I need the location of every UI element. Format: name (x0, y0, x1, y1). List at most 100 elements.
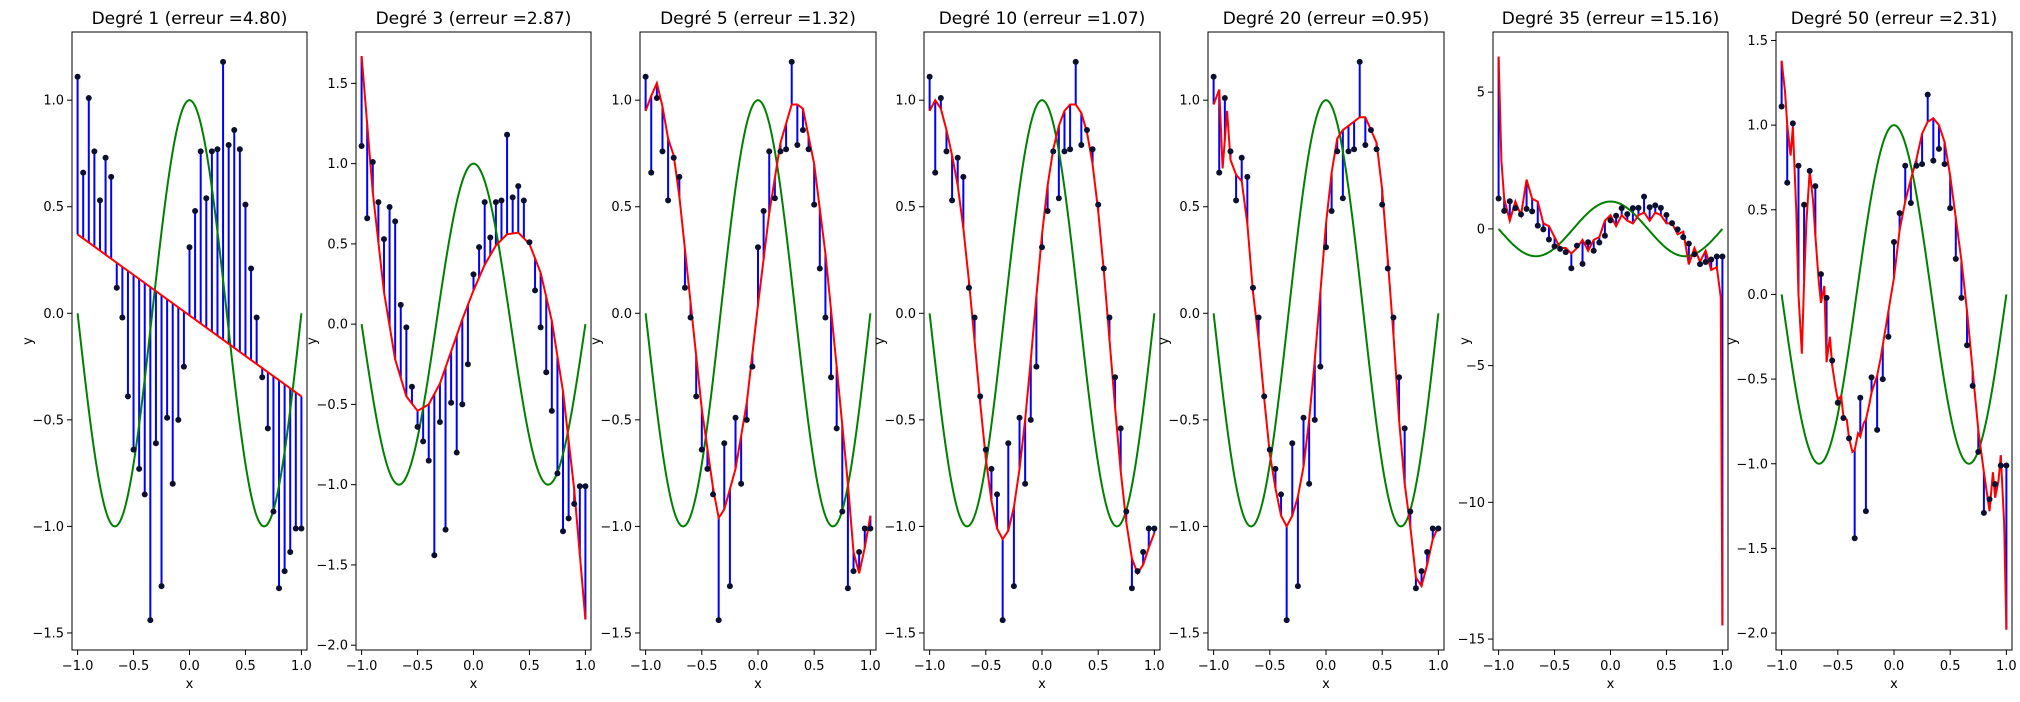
x-axis-label: x (186, 677, 194, 692)
data-point (1534, 222, 1541, 229)
data-point (687, 314, 694, 321)
data-point (1495, 195, 1502, 202)
x-tick-label: −1.0 (62, 659, 94, 674)
x-tick-label: 1.0 (1144, 659, 1165, 674)
data-point (1345, 148, 1352, 155)
data-point (1969, 382, 1976, 389)
data-point (85, 95, 92, 102)
data-point (1540, 226, 1547, 233)
data-point (96, 197, 103, 204)
y-tick-label: −1.0 (32, 520, 64, 535)
data-point (1924, 91, 1931, 98)
data-point (1151, 525, 1158, 532)
y-tick-label: −0.5 (316, 398, 348, 413)
data-point (1379, 201, 1386, 208)
data-point (1885, 333, 1892, 340)
fitted-polynomial-curve (77, 233, 302, 398)
data-point (659, 148, 666, 155)
x-axis-label: x (754, 677, 762, 692)
x-tick-label: 0.5 (235, 659, 256, 674)
subplot-title: Degré 1 (erreur =4.80) (92, 9, 288, 29)
data-point (805, 146, 812, 153)
data-point (1334, 148, 1341, 155)
fitted-polynomial-curve (928, 98, 1156, 576)
subplot-degree-1: Degré 1 (erreur =4.80) −1.0 −0.5 0.0 0.5 1.0 1… (21, 9, 312, 692)
x-axis-label: x (1322, 677, 1330, 692)
y-axis-label: y (589, 337, 604, 345)
data-point (1140, 548, 1147, 555)
data-point (192, 208, 199, 215)
data-point (459, 401, 466, 408)
data-point (453, 449, 460, 456)
y-tick-label: −5 (1466, 359, 1485, 374)
data-point (960, 173, 967, 180)
data-point (1027, 416, 1034, 423)
data-point (560, 528, 567, 535)
y-tick-label: 1.5 (1747, 34, 1768, 49)
data-point (1134, 568, 1141, 575)
data-point (1601, 232, 1608, 239)
y-tick-label: −1.5 (884, 626, 916, 641)
x-tick-label: 1.0 (860, 659, 881, 674)
y-tick-label: 1.0 (1179, 94, 1200, 109)
data-point (147, 617, 154, 624)
y-tick-label: 1.5 (327, 77, 348, 92)
x-tick-label: −0.5 (1539, 659, 1571, 674)
data-point (1891, 238, 1897, 245)
data-point (698, 446, 705, 453)
y-tick-label: 0.5 (611, 200, 632, 215)
data-point (403, 324, 410, 331)
data-point (1562, 249, 1569, 256)
y-tick-label: −1.5 (1168, 626, 1200, 641)
y-axis-label: y (1157, 337, 1172, 345)
data-point (788, 58, 795, 65)
data-point (771, 195, 778, 202)
data-point (1306, 480, 1313, 487)
data-point (186, 244, 193, 251)
data-point (287, 548, 294, 555)
y-tick-label: −1.0 (600, 520, 632, 535)
data-point (1145, 525, 1152, 532)
data-point (169, 480, 176, 487)
data-point (1801, 201, 1808, 208)
data-point (1055, 195, 1062, 202)
data-point (1390, 314, 1397, 321)
data-point (1817, 271, 1824, 278)
data-point (755, 244, 761, 251)
data-point (1044, 208, 1051, 215)
data-point (1596, 239, 1603, 246)
data-point (225, 141, 232, 148)
plot-area (358, 55, 589, 620)
data-point (1362, 141, 1369, 148)
y-tick-label: −0.5 (1736, 373, 1768, 388)
axes-frame (639, 31, 877, 651)
fitted-polynomial-curve (360, 55, 587, 620)
data-point (253, 314, 260, 321)
x-tick-label: 0.5 (1656, 659, 1677, 674)
data-point (509, 194, 516, 201)
data-point (844, 585, 851, 592)
y-tick-label: 0.5 (895, 200, 916, 215)
data-point (1311, 416, 1318, 423)
data-point (1691, 251, 1698, 258)
data-point (994, 491, 1001, 498)
data-point (197, 148, 204, 155)
data-point (264, 425, 271, 432)
data-point (220, 58, 227, 65)
data-point (124, 393, 131, 400)
data-point (386, 203, 393, 210)
x-tick-label: 1.0 (575, 659, 596, 674)
data-point (414, 423, 421, 430)
data-point (732, 414, 739, 421)
subplot-title: Degré 10 (erreur =1.07) (939, 9, 1146, 29)
data-point (236, 146, 243, 153)
data-point (937, 95, 944, 102)
data-point (358, 142, 365, 149)
data-point (1373, 146, 1380, 153)
true-function-curve (360, 162, 587, 486)
data-point (141, 491, 148, 498)
data-point (1300, 414, 1307, 421)
data-point (1356, 58, 1363, 65)
x-tick-label: −1.0 (914, 659, 946, 674)
